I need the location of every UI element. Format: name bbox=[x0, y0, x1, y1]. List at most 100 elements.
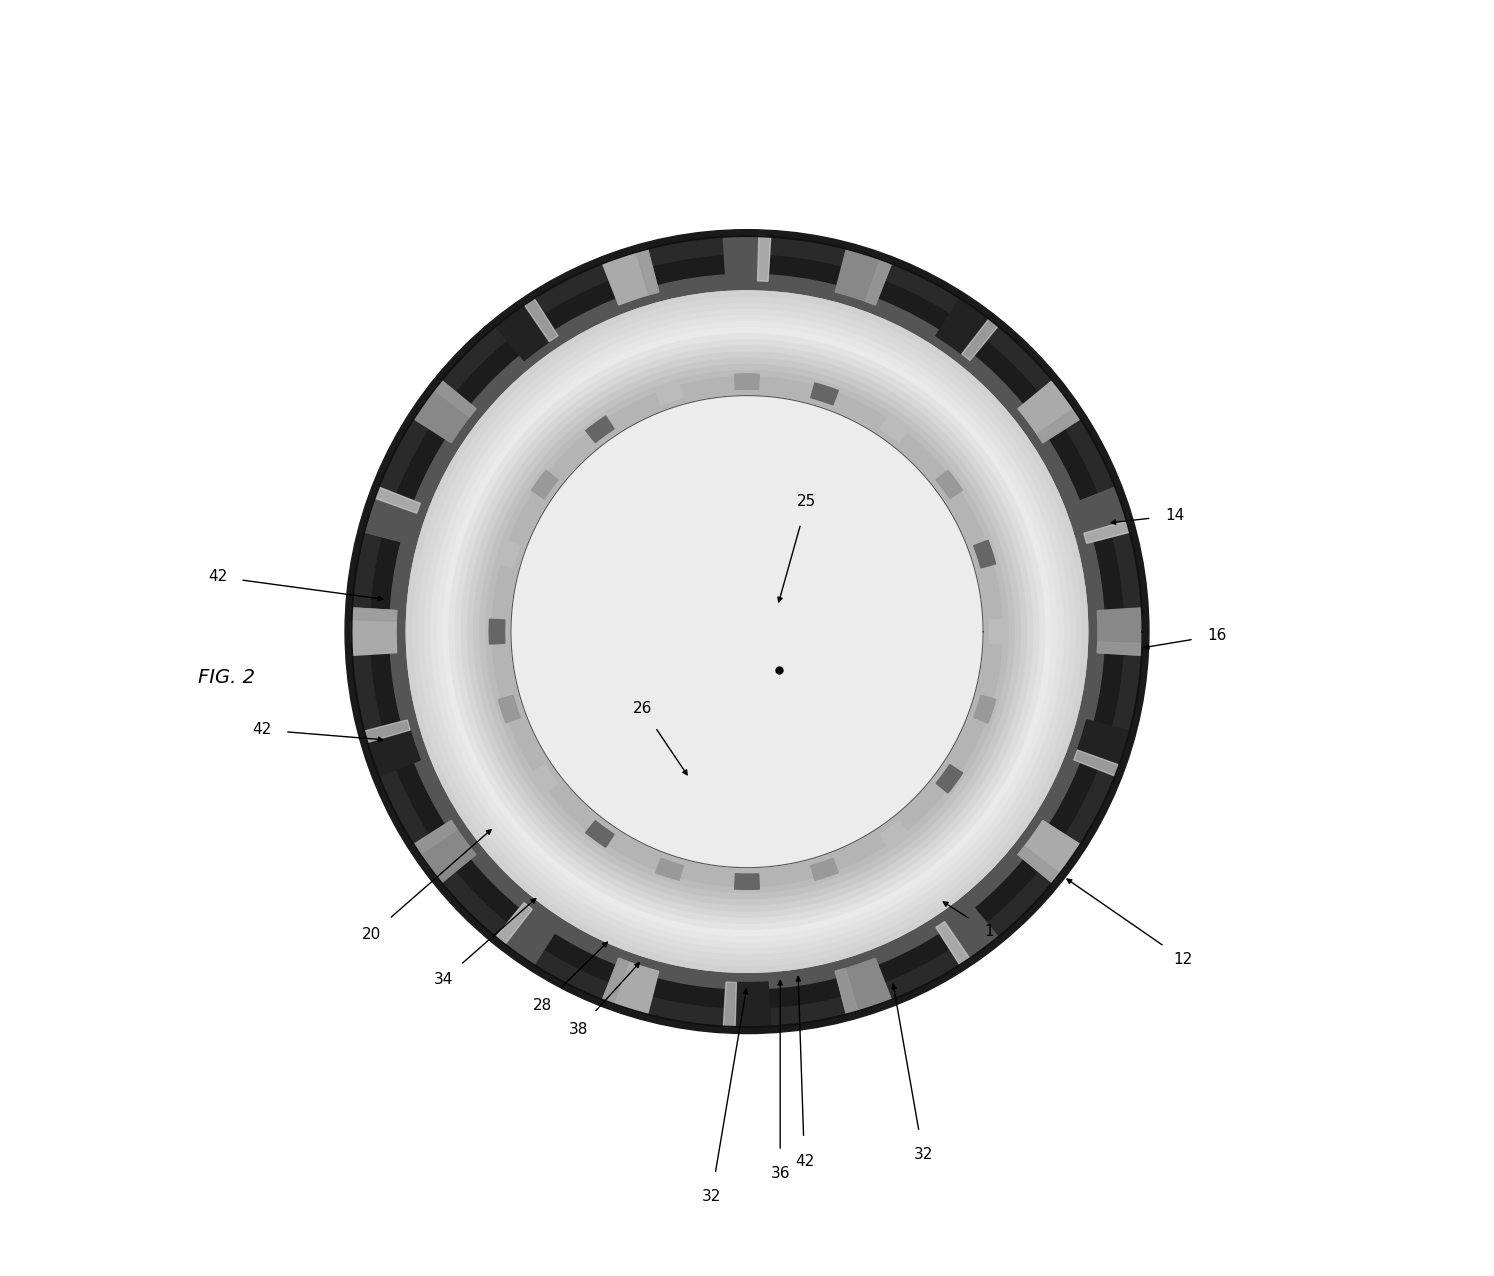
Circle shape bbox=[462, 346, 1032, 917]
Circle shape bbox=[406, 291, 1088, 972]
Text: FIG. 2: FIG. 2 bbox=[199, 667, 255, 686]
Circle shape bbox=[390, 274, 1104, 989]
Polygon shape bbox=[1017, 380, 1080, 443]
Circle shape bbox=[486, 370, 1008, 893]
Polygon shape bbox=[723, 983, 771, 1027]
Polygon shape bbox=[586, 416, 614, 443]
Circle shape bbox=[345, 230, 1149, 1034]
Text: 28: 28 bbox=[533, 998, 553, 1013]
Circle shape bbox=[480, 365, 1014, 898]
Polygon shape bbox=[723, 236, 771, 281]
Text: 34: 34 bbox=[433, 972, 453, 988]
Circle shape bbox=[418, 302, 1076, 961]
Polygon shape bbox=[496, 299, 559, 361]
Circle shape bbox=[394, 279, 1100, 984]
Circle shape bbox=[418, 304, 1076, 960]
Text: 25: 25 bbox=[798, 494, 817, 509]
Polygon shape bbox=[835, 968, 858, 1014]
Polygon shape bbox=[636, 249, 659, 295]
Polygon shape bbox=[496, 902, 532, 944]
Polygon shape bbox=[735, 374, 759, 389]
Polygon shape bbox=[489, 619, 505, 644]
Text: 32: 32 bbox=[913, 1147, 932, 1162]
Circle shape bbox=[492, 376, 1002, 887]
Circle shape bbox=[511, 396, 983, 868]
Polygon shape bbox=[602, 958, 629, 1004]
Polygon shape bbox=[499, 540, 520, 568]
Circle shape bbox=[406, 291, 1088, 972]
Polygon shape bbox=[414, 820, 457, 855]
Polygon shape bbox=[811, 859, 838, 880]
Circle shape bbox=[447, 332, 1047, 931]
Polygon shape bbox=[365, 720, 411, 743]
Circle shape bbox=[475, 360, 1019, 903]
Polygon shape bbox=[962, 319, 998, 361]
Polygon shape bbox=[937, 471, 962, 499]
Polygon shape bbox=[532, 471, 557, 499]
Circle shape bbox=[468, 352, 1026, 911]
Circle shape bbox=[400, 286, 1094, 977]
Text: 42: 42 bbox=[208, 569, 227, 584]
Polygon shape bbox=[656, 859, 683, 880]
Polygon shape bbox=[602, 249, 659, 305]
Polygon shape bbox=[365, 487, 420, 544]
Polygon shape bbox=[935, 921, 970, 965]
Text: 20: 20 bbox=[362, 926, 381, 942]
Circle shape bbox=[463, 348, 1031, 915]
Polygon shape bbox=[1097, 642, 1143, 656]
Text: 14: 14 bbox=[1165, 508, 1185, 523]
Circle shape bbox=[517, 402, 977, 861]
Polygon shape bbox=[532, 764, 557, 792]
Polygon shape bbox=[524, 299, 559, 342]
Circle shape bbox=[459, 342, 1035, 921]
Text: 12: 12 bbox=[1174, 952, 1194, 967]
Circle shape bbox=[493, 378, 1001, 886]
Polygon shape bbox=[937, 764, 962, 792]
Circle shape bbox=[453, 337, 1041, 926]
Circle shape bbox=[430, 315, 1064, 948]
Polygon shape bbox=[586, 820, 614, 847]
Polygon shape bbox=[1037, 408, 1080, 443]
Polygon shape bbox=[935, 902, 998, 965]
Polygon shape bbox=[496, 902, 559, 965]
Polygon shape bbox=[989, 619, 1005, 644]
Text: 1: 1 bbox=[985, 924, 994, 939]
Polygon shape bbox=[1083, 521, 1129, 544]
Circle shape bbox=[412, 297, 1082, 967]
Circle shape bbox=[384, 268, 1110, 995]
Polygon shape bbox=[1017, 846, 1059, 883]
Circle shape bbox=[429, 314, 1065, 949]
Polygon shape bbox=[351, 607, 397, 656]
Polygon shape bbox=[1074, 487, 1129, 544]
Polygon shape bbox=[1097, 607, 1143, 656]
Circle shape bbox=[371, 255, 1123, 1008]
Text: 36: 36 bbox=[771, 1166, 790, 1182]
Circle shape bbox=[412, 297, 1082, 966]
Circle shape bbox=[450, 334, 1044, 929]
Circle shape bbox=[487, 371, 1007, 892]
Polygon shape bbox=[835, 958, 892, 1014]
Polygon shape bbox=[835, 249, 892, 305]
Polygon shape bbox=[1074, 750, 1119, 776]
Polygon shape bbox=[757, 236, 771, 281]
Polygon shape bbox=[656, 383, 683, 404]
Circle shape bbox=[435, 319, 1059, 944]
Circle shape bbox=[441, 325, 1053, 938]
Polygon shape bbox=[865, 259, 892, 305]
Circle shape bbox=[444, 328, 1050, 935]
Polygon shape bbox=[1074, 720, 1129, 776]
Circle shape bbox=[351, 236, 1143, 1027]
Circle shape bbox=[423, 309, 1071, 954]
Polygon shape bbox=[351, 607, 397, 621]
Polygon shape bbox=[499, 695, 520, 723]
Text: 32: 32 bbox=[702, 1189, 722, 1205]
Polygon shape bbox=[414, 380, 477, 443]
Text: 26: 26 bbox=[632, 701, 651, 716]
Polygon shape bbox=[602, 958, 659, 1014]
Polygon shape bbox=[1017, 820, 1080, 883]
Circle shape bbox=[511, 396, 983, 868]
Polygon shape bbox=[735, 874, 759, 889]
Circle shape bbox=[469, 355, 1025, 909]
Circle shape bbox=[388, 274, 1106, 990]
Circle shape bbox=[424, 309, 1070, 954]
